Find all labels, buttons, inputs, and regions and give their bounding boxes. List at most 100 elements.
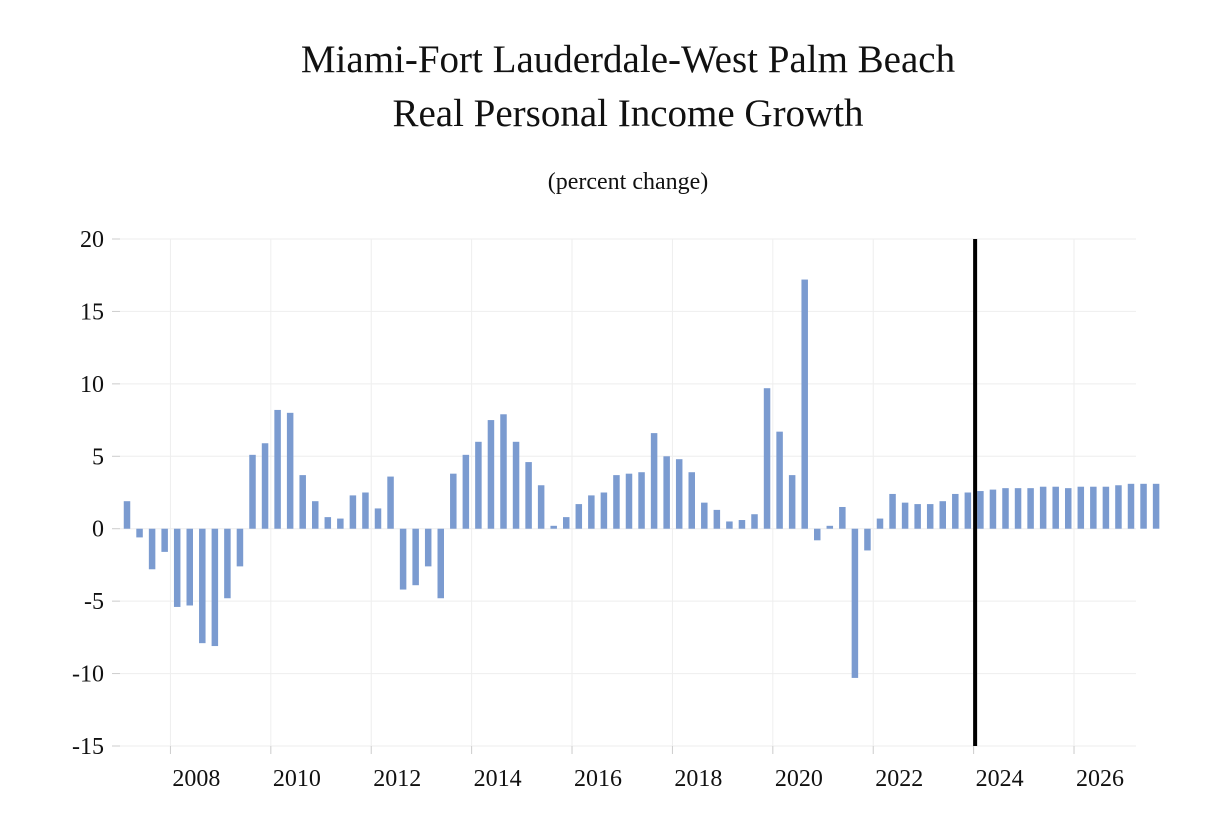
axis-layer: 20 15 10 5 0 -5 -10 -15 2008 2010 2012 2014 2016 2018… [72, 227, 1124, 792]
bar [199, 528, 206, 644]
bar [926, 504, 934, 529]
bar [1027, 488, 1034, 529]
bar [500, 414, 507, 529]
x-tick-label: 2010 [273, 766, 321, 792]
bar [487, 420, 495, 529]
bar [726, 521, 733, 529]
bar [1065, 488, 1072, 529]
bar [286, 412, 294, 529]
bar [788, 475, 796, 529]
bar [475, 441, 482, 529]
bar [663, 456, 670, 529]
bar [1090, 486, 1097, 529]
bar [688, 472, 695, 529]
bar [299, 475, 306, 529]
bar [650, 433, 658, 529]
bar [801, 279, 808, 529]
y-tick-label: -5 [84, 589, 104, 615]
bar [914, 504, 921, 529]
x-tick-label: 2014 [474, 766, 522, 792]
y-tick-label: 20 [80, 227, 104, 253]
bar [1115, 485, 1122, 529]
bar [600, 492, 608, 529]
x-tick-label: 2016 [574, 766, 622, 792]
bar [575, 504, 583, 529]
bar [701, 502, 708, 529]
bar [424, 528, 432, 567]
bar [161, 528, 168, 552]
bar [525, 462, 532, 529]
bar [851, 528, 859, 678]
x-tick-label: 2020 [775, 766, 823, 792]
bar [249, 454, 256, 529]
bar [173, 528, 181, 607]
bar [387, 476, 394, 529]
bar [675, 459, 683, 529]
bar [362, 492, 369, 529]
bar [1127, 483, 1135, 529]
bar [1140, 483, 1147, 529]
x-tick-label: 2024 [976, 766, 1024, 792]
bar-layer [123, 279, 1160, 678]
bar [537, 485, 545, 529]
bar [349, 495, 357, 529]
chart-subtitle: Real Personal Income Growth [392, 92, 864, 135]
bar [901, 502, 909, 529]
bar [713, 509, 721, 529]
bar [876, 518, 884, 529]
x-tick-label: 2022 [875, 766, 923, 792]
bar [977, 491, 984, 529]
bar [751, 514, 758, 529]
bar [889, 493, 896, 529]
y-tick-label: 10 [80, 372, 104, 398]
bar [399, 528, 407, 590]
bar [1002, 488, 1009, 529]
bar [989, 489, 997, 529]
bar [1152, 483, 1160, 529]
bar [550, 525, 557, 529]
bar [450, 473, 457, 529]
bar [437, 528, 444, 599]
bar [211, 528, 219, 647]
bar [123, 501, 131, 529]
x-tick-label: 2018 [674, 766, 722, 792]
y-tick-label: 5 [92, 444, 104, 470]
bar [625, 473, 633, 529]
units-note: (percent change) [547, 169, 709, 195]
bar [826, 525, 834, 529]
bar [563, 517, 570, 529]
bar [462, 454, 470, 529]
bar [512, 441, 520, 529]
bar [864, 528, 871, 551]
bar [952, 493, 959, 529]
bar [814, 528, 821, 541]
bar [224, 528, 231, 599]
x-tick-label: 2008 [172, 766, 220, 792]
bar [374, 508, 382, 529]
bar [148, 528, 156, 570]
bar [1052, 486, 1059, 529]
bar [261, 443, 269, 529]
x-tick-label: 2026 [1076, 766, 1124, 792]
x-tick-label: 2012 [373, 766, 421, 792]
bar [312, 501, 319, 529]
bar [412, 528, 419, 586]
bar [236, 528, 244, 567]
y-tick-label: 0 [92, 517, 104, 543]
bar [839, 506, 846, 529]
bar [1039, 486, 1047, 529]
bar [588, 495, 595, 529]
bar [186, 528, 193, 606]
bar [638, 472, 645, 529]
bar [613, 475, 620, 529]
bar [776, 431, 783, 529]
bar [763, 388, 771, 529]
y-tick-label: -15 [72, 734, 104, 760]
bar [1014, 488, 1022, 529]
bar [274, 409, 281, 529]
chart-title: Miami-Fort Lauderdale-West Palm Beach [300, 38, 956, 81]
bar [939, 501, 946, 529]
y-tick-label: -10 [72, 662, 104, 688]
y-tick-label: 15 [80, 299, 104, 325]
